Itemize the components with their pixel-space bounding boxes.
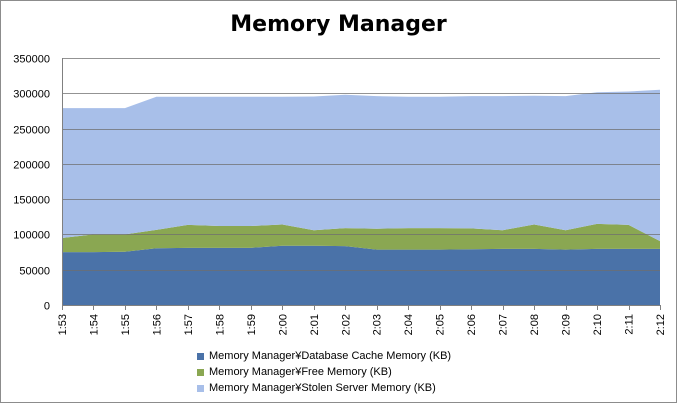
y-tick-label: 200000 [13,160,50,172]
y-tick-label: 100000 [13,230,50,242]
x-tick-label: 2:04 [403,314,415,335]
x-tick-label: 2:00 [277,314,289,335]
y-tick-label: 150000 [13,195,50,207]
x-tick-label: 1:58 [214,314,226,335]
x-tick-label: 2:12 [655,314,667,335]
legend-swatch [197,368,204,376]
x-tick-label: 2:05 [435,314,447,335]
area-series-2 [62,223,660,253]
x-tick-label: 1:53 [57,314,69,335]
x-tick-label: 2:11 [624,314,636,335]
y-tick-label: 300000 [13,89,50,101]
x-tick-label: 1:57 [183,314,195,335]
y-tick-label: 250000 [13,125,50,137]
x-tick-label: 1:54 [88,314,100,335]
x-tick-label: 2:03 [372,314,384,335]
legend-swatch [197,384,204,392]
legend-label: Memory Manager¥Database Cache Memory (KB… [209,350,452,362]
x-tick-label: 1:59 [246,314,258,335]
x-tick-label: 2:09 [561,314,573,335]
x-tick-label: 1:55 [120,314,132,335]
legend-label: Memory Manager¥Free Memory (KB) [209,366,392,378]
x-tick-label: 2:01 [309,314,321,335]
x-tick-label: 2:02 [340,314,352,335]
y-tick-label: 350000 [13,54,50,66]
area-series-1 [62,245,660,305]
x-tick-label: 2:10 [592,314,604,335]
x-tick-label: 1:56 [151,314,163,335]
legend-item: Memory Manager¥Free Memory (KB) [197,364,451,380]
legend-item: Memory Manager¥Stolen Server Memory (KB) [197,380,451,396]
y-tick-label: 0 [44,301,50,313]
legend-swatch [197,352,204,360]
chart-legend: Memory Manager¥Database Cache Memory (KB… [197,348,451,396]
y-tick-label: 50000 [19,266,50,278]
chart-title: Memory Manager [230,12,447,37]
x-tick-label: 2:06 [466,314,478,335]
legend-label: Memory Manager¥Stolen Server Memory (KB) [209,382,436,394]
x-tick-label: 2:08 [529,314,541,335]
legend-item: Memory Manager¥Database Cache Memory (KB… [197,348,451,364]
x-tick-label: 2:07 [498,314,510,335]
area-series-3 [62,89,660,242]
